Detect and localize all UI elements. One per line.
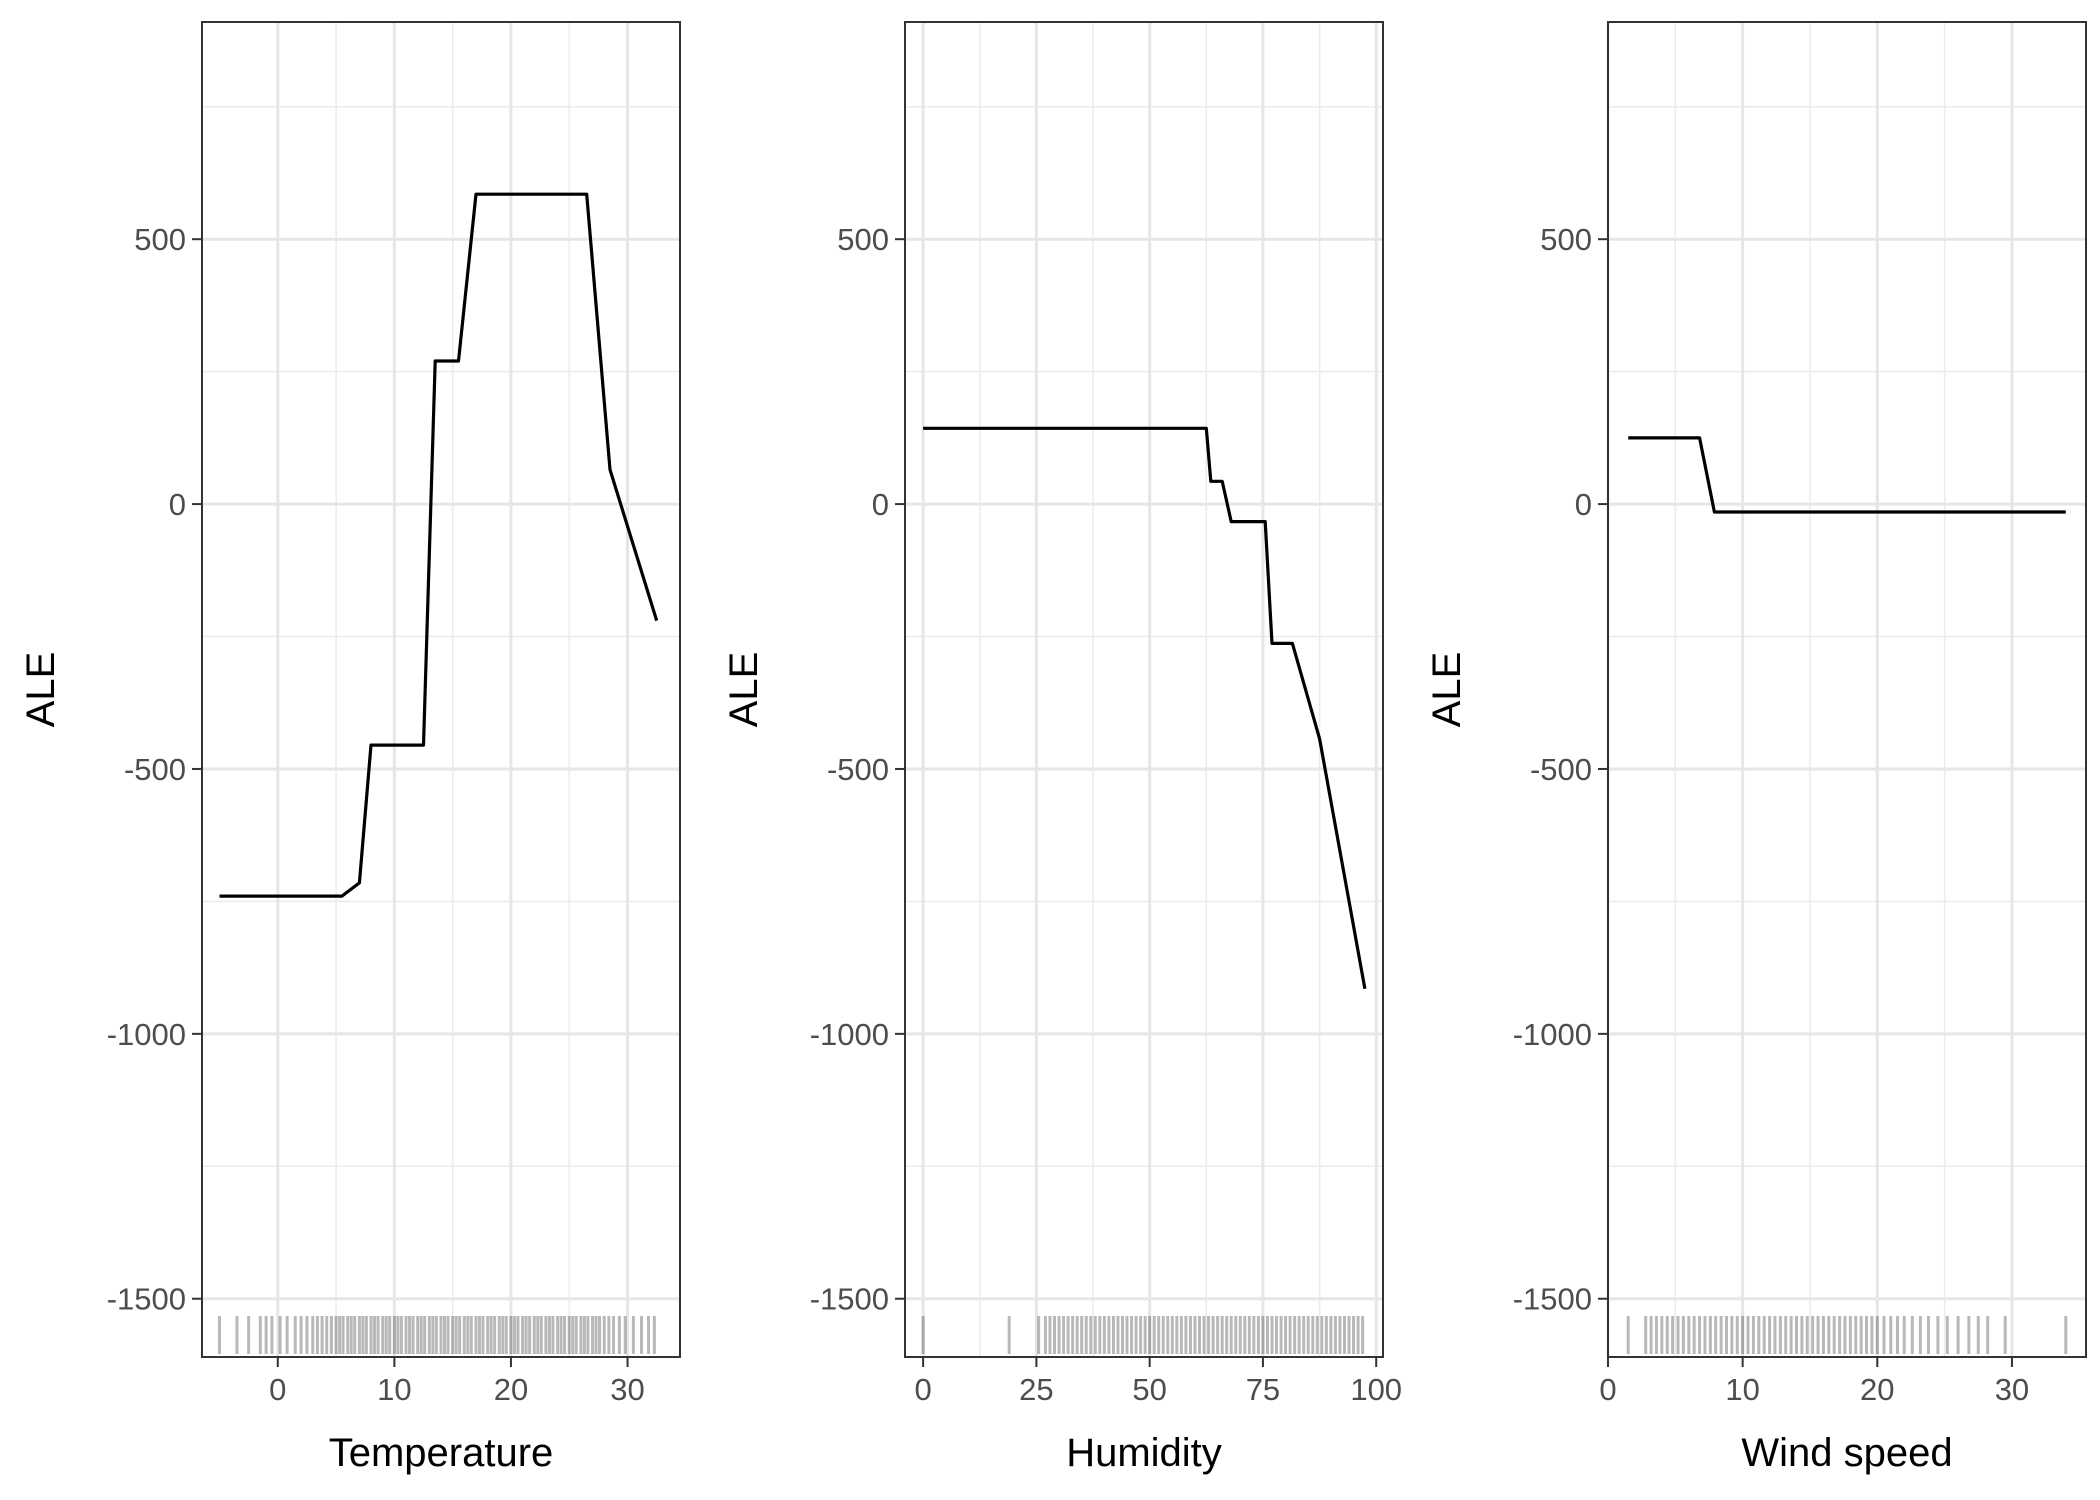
y-tick-label: -1000	[810, 1017, 889, 1052]
y-tick-label: -1500	[107, 1282, 186, 1317]
y-tick-label: 500	[134, 222, 186, 257]
x-axis-title: Temperature	[329, 1431, 554, 1475]
y-tick-label: -1500	[810, 1282, 889, 1317]
x-tick-label: 20	[1860, 1372, 1894, 1407]
x-axis-title: Humidity	[1066, 1431, 1222, 1475]
x-tick-label: 0	[1599, 1372, 1616, 1407]
panel-border	[904, 21, 1384, 1358]
x-tick-label: 100	[1350, 1372, 1402, 1407]
y-axis-title: ALE	[722, 652, 766, 728]
y-tick-label: -1500	[1513, 1282, 1592, 1317]
x-tick-label: 30	[1995, 1372, 2029, 1407]
rug-plot	[217, 1316, 656, 1354]
panel-border	[1607, 21, 2087, 1358]
x-tick-label: 20	[494, 1372, 528, 1407]
y-tick-label: -500	[1530, 752, 1592, 787]
y-tick-label: -1000	[107, 1017, 186, 1052]
x-tick-label: 25	[1019, 1372, 1053, 1407]
ale-panel-3: 0 10 20 30 -1500 -1000 -500 0 500 Wind speed ALE	[1425, 21, 2087, 1475]
x-tick-label: 10	[377, 1372, 411, 1407]
x-axis-title: Wind speed	[1741, 1431, 1952, 1475]
panel-border	[201, 21, 681, 1358]
x-tick-label: 50	[1132, 1372, 1166, 1407]
x-tick-label: 75	[1246, 1372, 1280, 1407]
y-tick-label: -500	[124, 752, 186, 787]
ale-panel-2: 0 25 50 75 100 -1500 -1000 -500 0 500 Humidity ALE	[722, 21, 1402, 1475]
y-tick-label: 500	[1540, 222, 1592, 257]
y-axis-title: ALE	[19, 652, 63, 728]
y-tick-label: 0	[872, 487, 889, 522]
rug-plot	[921, 1316, 1365, 1354]
ale-panel-1: 0 10 20 30 -1500 -1000 -500 0 500 Temperature ALE	[19, 21, 681, 1475]
y-tick-label: 500	[837, 222, 889, 257]
x-tick-label: 10	[1725, 1372, 1759, 1407]
y-tick-label: -500	[827, 752, 889, 787]
x-tick-label: 0	[914, 1372, 931, 1407]
x-tick-label: 0	[269, 1372, 286, 1407]
ale-line	[219, 192, 659, 898]
ale-line	[1628, 436, 2066, 514]
y-tick-label: 0	[1575, 487, 1592, 522]
y-axis-title: ALE	[1425, 652, 1469, 728]
rug-plot	[1626, 1316, 2068, 1354]
ale-line	[923, 426, 1367, 990]
x-tick-label: 30	[610, 1372, 644, 1407]
y-tick-label: 0	[169, 487, 186, 522]
y-tick-label: -1000	[1513, 1017, 1592, 1052]
